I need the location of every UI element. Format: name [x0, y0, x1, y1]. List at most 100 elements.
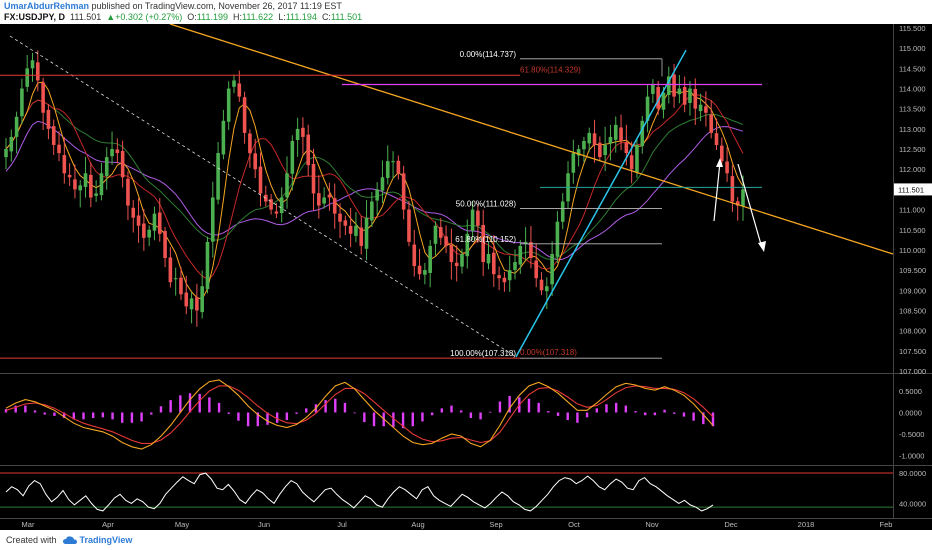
histogram-bar	[585, 412, 589, 418]
candle-body	[423, 270, 427, 275]
price-tick-label: 112.000	[899, 165, 926, 174]
up-arrow-line	[713, 161, 721, 222]
ma-200-line	[5, 120, 744, 261]
candle-body	[216, 153, 220, 200]
histogram-bar	[159, 406, 163, 413]
osc-tick-label: 0.5000	[899, 387, 922, 396]
time-axis-label: Oct	[568, 520, 581, 529]
candle-body	[221, 120, 226, 155]
candle-body	[725, 161, 729, 174]
time-axis-label: May	[175, 520, 189, 529]
candle-body	[491, 252, 496, 275]
tradingview-logo[interactable]: TradingView	[62, 535, 132, 545]
candle-body	[126, 178, 130, 206]
price-tick-label: 108.500	[899, 306, 926, 315]
candle-body	[168, 257, 173, 283]
histogram-bar	[121, 412, 124, 423]
histogram-bar	[24, 405, 27, 413]
candle-body	[110, 149, 114, 157]
histogram-bar	[266, 412, 269, 425]
symbol-label[interactable]: FX:USDJPY, D	[4, 12, 66, 22]
time-axis-label: Jul	[337, 520, 347, 529]
ma-100-line	[5, 99, 744, 260]
up-arrow-head	[716, 158, 723, 167]
histogram-bar	[111, 412, 114, 420]
candle-body	[311, 163, 316, 194]
histogram-bar	[295, 412, 298, 414]
candle-body	[99, 173, 104, 196]
candle-body	[645, 96, 650, 121]
histogram-bar	[459, 410, 463, 413]
candle-body	[688, 88, 692, 103]
last-price-tag	[894, 183, 932, 196]
chart-area[interactable]: 115.500 115.000 114.500 114.000 113.500 113.0…	[0, 23, 932, 530]
candle-body	[545, 286, 549, 292]
histogram-bar	[169, 400, 172, 413]
time-axis-label: Sep	[489, 520, 502, 529]
open-label: O:	[187, 12, 197, 22]
fib-level-label: 61.80%(110.152)	[455, 235, 516, 244]
candle-body	[428, 245, 432, 273]
candle-body	[438, 227, 443, 238]
candle-body	[142, 223, 146, 238]
histogram-bar	[644, 412, 647, 416]
price-tick-label: 110.000	[899, 246, 926, 255]
candle-body	[115, 149, 120, 154]
candle-body	[285, 173, 289, 198]
candle-body	[152, 213, 157, 231]
fib-red-label: 0.00%(107.318)	[520, 348, 577, 357]
low-value: 111.194	[285, 12, 317, 22]
cloud-icon	[62, 535, 77, 544]
candle-body	[417, 265, 422, 275]
osc-tick-label: -0.5000	[899, 430, 924, 439]
candle-body	[25, 68, 30, 87]
histogram-bar	[634, 411, 637, 413]
chart-svg[interactable]: 115.500 115.000 114.500 114.000 113.500 113.0…	[0, 23, 932, 530]
time-axis-label: Nov	[645, 520, 659, 529]
candle-body	[603, 145, 607, 156]
candle-body	[46, 109, 51, 129]
candle-body	[332, 198, 337, 214]
fib-red-label: 61.80%(114.329)	[520, 65, 581, 74]
candle-body	[629, 155, 634, 170]
candle-body	[242, 97, 247, 133]
histogram-bar	[450, 405, 453, 413]
histogram-bar	[4, 409, 8, 413]
histogram-bar	[411, 412, 414, 427]
histogram-bar	[324, 400, 327, 413]
time-axis-label: Mar	[22, 520, 35, 529]
histogram-bar	[479, 412, 482, 420]
candle-body	[237, 83, 242, 97]
footer: Created with TradingView	[0, 530, 932, 550]
candle-body	[534, 260, 539, 279]
histogram-bar	[285, 412, 289, 421]
histogram-bar	[682, 412, 686, 417]
cyan-trendline	[515, 49, 687, 358]
histogram-bar	[508, 396, 511, 413]
candle-body	[210, 197, 215, 242]
candle-body	[67, 174, 72, 178]
author-link[interactable]: UmarAbdurRehman	[4, 1, 90, 11]
candle-body	[693, 88, 698, 109]
candle-body	[444, 236, 448, 246]
time-axis-label: Aug	[411, 520, 424, 529]
candle-body	[507, 270, 512, 281]
candle-body	[4, 149, 8, 158]
price-tick-label: 109.500	[899, 266, 926, 275]
price-change: +0.302 (+0.27%)	[115, 12, 183, 22]
candle-body	[529, 242, 533, 259]
candle-body	[200, 286, 204, 313]
candle-body	[41, 82, 45, 113]
histogram-bar	[353, 412, 356, 414]
high-label: H:	[232, 12, 242, 22]
price-tick-label: 113.500	[899, 105, 926, 114]
price-tick-label: 107.500	[899, 347, 926, 356]
candle-body	[735, 201, 740, 206]
histogram-bar	[198, 393, 201, 413]
candle-body	[391, 161, 395, 163]
rsi-tick-label: 40.0000	[899, 499, 926, 508]
candle-body	[608, 136, 613, 144]
candle-body	[157, 212, 162, 234]
price-tick-label: 112.500	[899, 145, 926, 154]
histogram-bar	[14, 405, 17, 413]
